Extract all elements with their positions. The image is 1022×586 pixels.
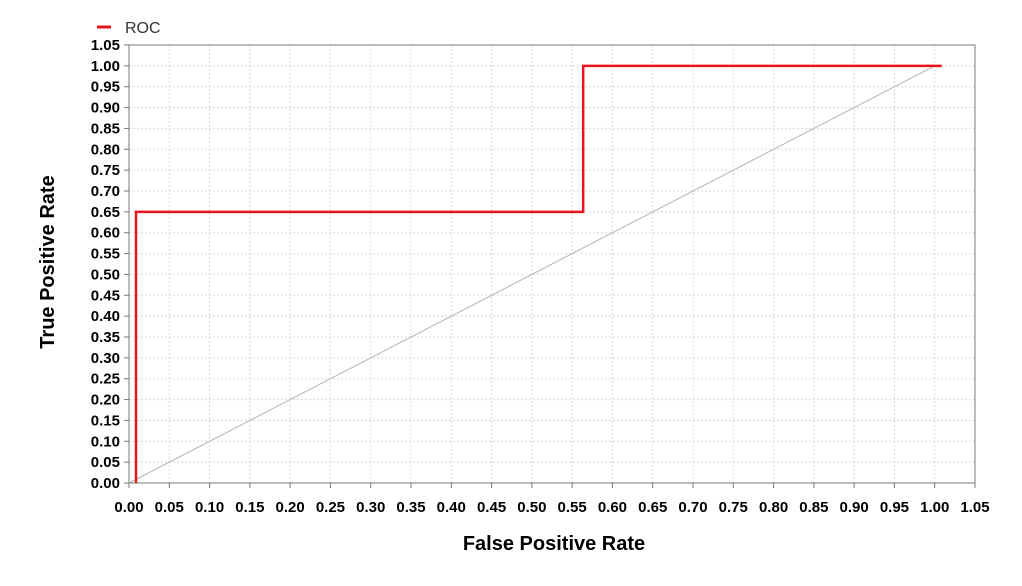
x-tick-label: 0.10 xyxy=(195,499,224,516)
diagonal-reference-line xyxy=(128,65,935,484)
y-tick-label: 0.60 xyxy=(91,225,120,242)
roc-curve-line xyxy=(134,64,942,483)
y-tick-label: 0.40 xyxy=(91,308,120,325)
series-layer xyxy=(134,64,942,483)
x-tick-label: 1.00 xyxy=(920,499,949,516)
y-tick-label: 0.90 xyxy=(91,100,120,117)
y-tick-label: 0.00 xyxy=(91,475,120,492)
x-axis-title: False Positive Rate xyxy=(463,533,645,555)
legend-label-roc: ROC xyxy=(125,20,161,37)
y-tick-label: 0.45 xyxy=(91,287,120,304)
x-tick-label: 0.50 xyxy=(517,499,546,516)
x-tick-label: 0.85 xyxy=(799,499,828,516)
y-tick-label: 0.85 xyxy=(91,120,120,137)
x-tick-label: 0.00 xyxy=(114,499,143,516)
x-tick-label: 0.90 xyxy=(840,499,869,516)
y-tick-label: 0.55 xyxy=(91,246,120,263)
y-tick-label: 0.10 xyxy=(91,433,120,450)
diagonal-line xyxy=(128,65,935,484)
y-axis-title: True Positive Rate xyxy=(37,175,59,348)
y-tick-label: 0.70 xyxy=(91,183,120,200)
y-tick-label: 0.80 xyxy=(91,141,120,158)
y-axis-ticks: 0.00 0.05 0.10 0.15 0.20 0.25 0.30 0.35 0.40 0.45… xyxy=(91,37,129,492)
x-tick-label: 0.60 xyxy=(598,499,627,516)
x-axis-ticks: 0.00 0.05 0.10 0.15 0.20 0.25 0.30 0.35 0.40 0.45… xyxy=(114,483,990,516)
x-tick-label: 0.05 xyxy=(155,499,184,516)
x-tick-label: 0.45 xyxy=(477,499,506,516)
y-tick-label: 0.35 xyxy=(91,329,120,346)
x-tick-label: 0.35 xyxy=(396,499,425,516)
y-tick-label: 0.25 xyxy=(91,371,120,388)
x-tick-label: 0.70 xyxy=(678,499,707,516)
y-tick-label: 0.65 xyxy=(91,204,120,221)
y-tick-label: 0.20 xyxy=(91,392,120,409)
x-tick-label: 0.75 xyxy=(719,499,748,516)
x-tick-label: 0.40 xyxy=(437,499,466,516)
y-tick-label: 0.75 xyxy=(91,162,120,179)
x-tick-label: 0.20 xyxy=(276,499,305,516)
y-tick-label: 0.30 xyxy=(91,350,120,367)
x-tick-label: 0.25 xyxy=(316,499,345,516)
y-tick-label: 1.00 xyxy=(91,58,120,75)
x-tick-label: 0.55 xyxy=(558,499,587,516)
y-tick-label: 0.15 xyxy=(91,412,120,429)
legend: ROC xyxy=(97,20,161,37)
x-tick-label: 0.65 xyxy=(638,499,667,516)
x-tick-label: 0.80 xyxy=(759,499,788,516)
y-tick-label: 0.50 xyxy=(91,266,120,283)
y-tick-label: 0.95 xyxy=(91,79,120,96)
x-tick-label: 0.95 xyxy=(880,499,909,516)
x-tick-label: 0.30 xyxy=(356,499,385,516)
x-tick-label: 1.05 xyxy=(960,499,989,516)
y-tick-label: 1.05 xyxy=(91,37,120,54)
x-tick-label: 0.15 xyxy=(235,499,264,516)
y-tick-label: 0.05 xyxy=(91,454,120,471)
plot-area xyxy=(128,44,976,484)
